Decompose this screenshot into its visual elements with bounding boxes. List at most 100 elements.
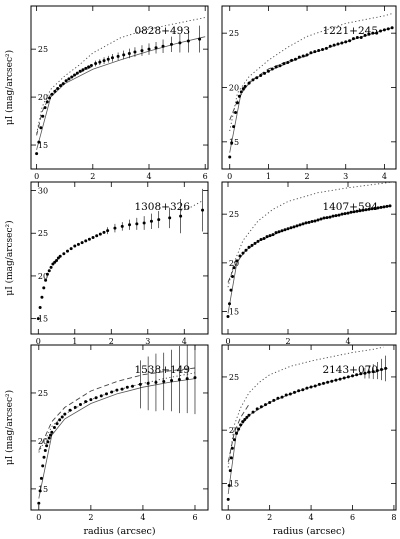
data-point	[38, 306, 42, 310]
data-point	[226, 314, 230, 318]
data-point	[227, 484, 231, 488]
x-tick-label: 4	[146, 172, 151, 181]
x-tick-label: 8	[391, 513, 396, 522]
data-point	[385, 204, 389, 208]
data-point	[332, 43, 336, 47]
data-point	[348, 39, 352, 43]
data-point	[232, 125, 236, 129]
data-point	[317, 49, 321, 53]
data-point	[39, 126, 43, 130]
data-point	[122, 53, 126, 57]
y-tick-label: 25	[229, 373, 239, 382]
data-point	[135, 222, 139, 226]
data-point	[298, 223, 302, 227]
data-point	[45, 272, 49, 276]
data-point	[69, 247, 73, 251]
data-point	[367, 207, 371, 211]
data-point	[237, 94, 241, 98]
data-point	[241, 420, 245, 424]
data-point	[154, 380, 158, 384]
data-point	[237, 427, 241, 431]
data-point	[98, 232, 102, 236]
data-point	[45, 444, 49, 448]
data-point	[283, 228, 287, 232]
data-point	[375, 31, 379, 35]
data-point	[288, 392, 292, 396]
data-point	[268, 234, 272, 238]
data-point	[235, 431, 238, 435]
data-point	[49, 265, 53, 269]
x-axis-label: radius (arcsec)	[273, 526, 345, 537]
data-point	[382, 28, 386, 32]
data-point	[94, 62, 98, 66]
data-point	[241, 251, 245, 255]
data-point	[226, 497, 230, 501]
data-point	[230, 446, 234, 450]
data-point	[330, 379, 334, 383]
data-point	[80, 241, 84, 245]
data-point	[375, 369, 379, 373]
x-tick-label: 4	[345, 337, 350, 346]
data-point	[251, 410, 255, 414]
data-point	[363, 33, 367, 37]
data-point	[104, 392, 108, 396]
data-point	[102, 59, 106, 63]
x-tick-label: 2	[109, 337, 114, 346]
data-point	[307, 220, 311, 224]
data-point	[70, 75, 74, 79]
data-point	[319, 217, 323, 221]
data-point	[255, 407, 259, 411]
panel-title: 1407+594	[322, 201, 378, 213]
data-point	[58, 418, 62, 422]
data-point	[325, 216, 329, 220]
data-point	[328, 44, 332, 48]
data-point	[110, 390, 114, 394]
data-point	[301, 54, 305, 58]
psf-dotted-line	[227, 182, 394, 288]
data-point	[371, 31, 375, 35]
data-point	[351, 37, 355, 41]
data-point	[247, 81, 251, 85]
data-point	[87, 65, 91, 69]
data-point	[37, 140, 41, 144]
data-point	[286, 61, 290, 65]
data-point	[44, 278, 48, 282]
data-point	[379, 29, 383, 33]
data-point	[390, 26, 394, 30]
y-tick-label: 15	[38, 315, 48, 324]
data-point	[55, 422, 59, 426]
data-point	[274, 231, 278, 235]
data-point	[289, 226, 293, 230]
data-point	[234, 110, 238, 114]
data-point	[106, 229, 110, 233]
y-tick-label: 15	[229, 138, 239, 147]
x-tick-label: 2	[90, 172, 95, 181]
data-point	[78, 402, 82, 406]
data-point	[284, 393, 288, 397]
psf-dotted-line	[180, 200, 203, 212]
data-point	[161, 44, 165, 48]
data-point	[262, 237, 266, 241]
data-point	[328, 215, 332, 219]
data-point	[94, 396, 98, 400]
x-tick-label: 0	[226, 513, 231, 522]
data-point	[133, 50, 137, 54]
x-tick-label: 6	[350, 513, 355, 522]
data-point	[37, 501, 41, 505]
data-point	[293, 390, 296, 394]
x-tick-label: 4	[309, 513, 314, 522]
data-point	[120, 224, 124, 228]
data-point	[38, 489, 42, 493]
data-point	[313, 384, 317, 388]
data-point	[290, 58, 294, 62]
data-point	[60, 415, 64, 419]
data-point	[157, 218, 161, 222]
data-point	[142, 221, 146, 225]
data-point	[230, 141, 234, 145]
plot-frame	[221, 181, 397, 335]
data-point	[276, 396, 280, 400]
data-point	[324, 46, 328, 50]
data-point	[138, 382, 142, 386]
data-point	[301, 388, 305, 392]
data-point	[43, 106, 47, 110]
